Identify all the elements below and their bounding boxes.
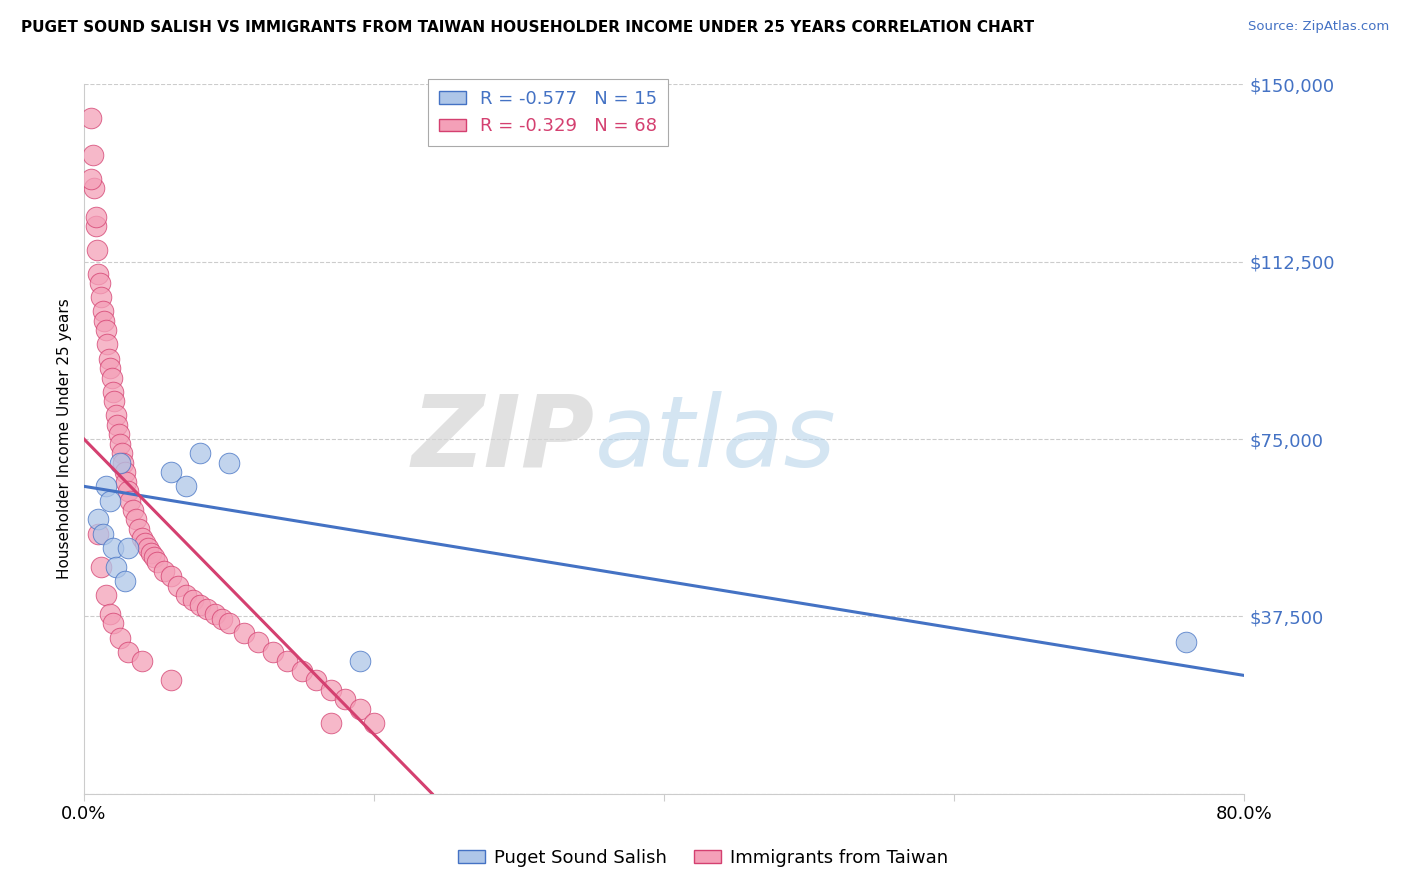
Point — [87, 512, 110, 526]
Point — [290, 664, 312, 678]
Point — [204, 607, 226, 621]
Point — [160, 673, 183, 688]
Point — [117, 484, 139, 499]
Point — [110, 437, 132, 451]
Point — [105, 417, 128, 432]
Point — [96, 337, 118, 351]
Point — [87, 267, 110, 281]
Point — [91, 526, 114, 541]
Point — [349, 701, 371, 715]
Point — [319, 682, 342, 697]
Point — [90, 290, 112, 304]
Point — [349, 654, 371, 668]
Point — [84, 219, 107, 234]
Point — [82, 148, 104, 162]
Point — [145, 555, 167, 569]
Point — [125, 512, 148, 526]
Point — [80, 111, 103, 125]
Point — [111, 446, 134, 460]
Point — [112, 456, 135, 470]
Point — [115, 475, 138, 489]
Point — [247, 635, 270, 649]
Y-axis label: Householder Income Under 25 years: Householder Income Under 25 years — [58, 299, 72, 580]
Point — [319, 715, 342, 730]
Point — [83, 181, 105, 195]
Point — [160, 465, 183, 479]
Point — [110, 631, 132, 645]
Point — [86, 243, 108, 257]
Point — [1175, 635, 1198, 649]
Point — [94, 479, 117, 493]
Point — [98, 361, 121, 376]
Point — [100, 370, 122, 384]
Point — [103, 394, 125, 409]
Point — [114, 465, 136, 479]
Legend: Puget Sound Salish, Immigrants from Taiwan: Puget Sound Salish, Immigrants from Taiw… — [451, 842, 955, 874]
Point — [128, 522, 150, 536]
Point — [117, 541, 139, 555]
Point — [89, 276, 111, 290]
Point — [97, 351, 120, 366]
Text: atlas: atlas — [595, 391, 837, 488]
Text: Source: ZipAtlas.com: Source: ZipAtlas.com — [1249, 20, 1389, 33]
Point — [101, 616, 124, 631]
Point — [181, 592, 204, 607]
Point — [218, 616, 240, 631]
Point — [305, 673, 328, 688]
Point — [262, 645, 284, 659]
Point — [142, 550, 165, 565]
Point — [93, 314, 115, 328]
Point — [195, 602, 218, 616]
Point — [218, 456, 240, 470]
Point — [122, 503, 145, 517]
Point — [174, 588, 197, 602]
Point — [152, 565, 174, 579]
Point — [167, 579, 190, 593]
Point — [131, 654, 153, 668]
Point — [90, 559, 112, 574]
Point — [80, 172, 103, 186]
Point — [232, 626, 254, 640]
Point — [84, 210, 107, 224]
Point — [94, 323, 117, 337]
Point — [160, 569, 183, 583]
Point — [139, 545, 162, 559]
Point — [276, 654, 298, 668]
Point — [188, 446, 211, 460]
Point — [104, 409, 127, 423]
Point — [174, 479, 197, 493]
Point — [87, 526, 110, 541]
Point — [107, 427, 129, 442]
Point — [120, 493, 142, 508]
Point — [134, 536, 156, 550]
Point — [104, 559, 127, 574]
Point — [101, 384, 124, 399]
Point — [136, 541, 159, 555]
Point — [110, 456, 132, 470]
Point — [91, 304, 114, 318]
Point — [101, 541, 124, 555]
Text: ZIP: ZIP — [412, 391, 595, 488]
Point — [94, 588, 117, 602]
Point — [98, 607, 121, 621]
Point — [211, 612, 233, 626]
Point — [188, 598, 211, 612]
Point — [333, 692, 356, 706]
Text: PUGET SOUND SALISH VS IMMIGRANTS FROM TAIWAN HOUSEHOLDER INCOME UNDER 25 YEARS C: PUGET SOUND SALISH VS IMMIGRANTS FROM TA… — [21, 20, 1035, 35]
Legend: R = -0.577   N = 15, R = -0.329   N = 68: R = -0.577 N = 15, R = -0.329 N = 68 — [427, 79, 668, 146]
Point — [98, 493, 121, 508]
Point — [363, 715, 385, 730]
Point — [114, 574, 136, 588]
Point — [117, 645, 139, 659]
Point — [131, 532, 153, 546]
